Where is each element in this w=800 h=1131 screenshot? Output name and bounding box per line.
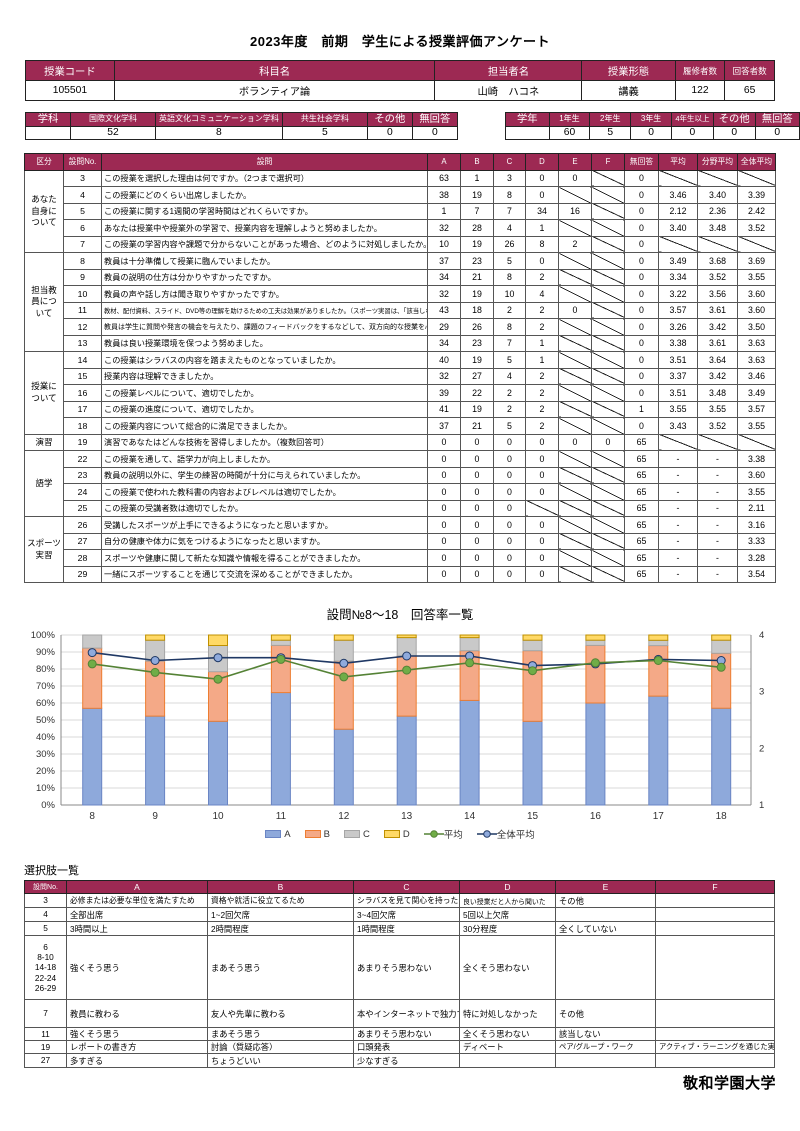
svg-text:40%: 40% — [36, 732, 56, 743]
svg-text:9: 9 — [152, 811, 158, 822]
svg-text:10%: 10% — [36, 783, 56, 794]
svg-text:90%: 90% — [36, 647, 56, 658]
svg-text:0%: 0% — [41, 800, 55, 811]
svg-text:8: 8 — [89, 811, 95, 822]
svg-text:20%: 20% — [36, 766, 56, 777]
svg-text:70%: 70% — [36, 681, 56, 692]
svg-text:30%: 30% — [36, 749, 56, 760]
svg-text:11: 11 — [276, 811, 287, 822]
svg-text:16: 16 — [590, 811, 602, 822]
svg-text:2: 2 — [759, 743, 764, 754]
svg-text:10: 10 — [212, 811, 224, 822]
svg-text:12: 12 — [338, 811, 350, 822]
svg-text:18: 18 — [716, 811, 728, 822]
svg-text:3: 3 — [759, 687, 764, 698]
svg-text:4: 4 — [759, 630, 764, 641]
svg-text:80%: 80% — [36, 664, 56, 675]
svg-text:17: 17 — [653, 811, 665, 822]
svg-text:13: 13 — [401, 811, 413, 822]
svg-text:14: 14 — [464, 811, 476, 822]
svg-text:50%: 50% — [36, 715, 56, 726]
svg-text:60%: 60% — [36, 698, 56, 709]
svg-text:100%: 100% — [31, 630, 56, 641]
svg-text:1: 1 — [759, 800, 764, 811]
svg-text:15: 15 — [527, 811, 539, 822]
